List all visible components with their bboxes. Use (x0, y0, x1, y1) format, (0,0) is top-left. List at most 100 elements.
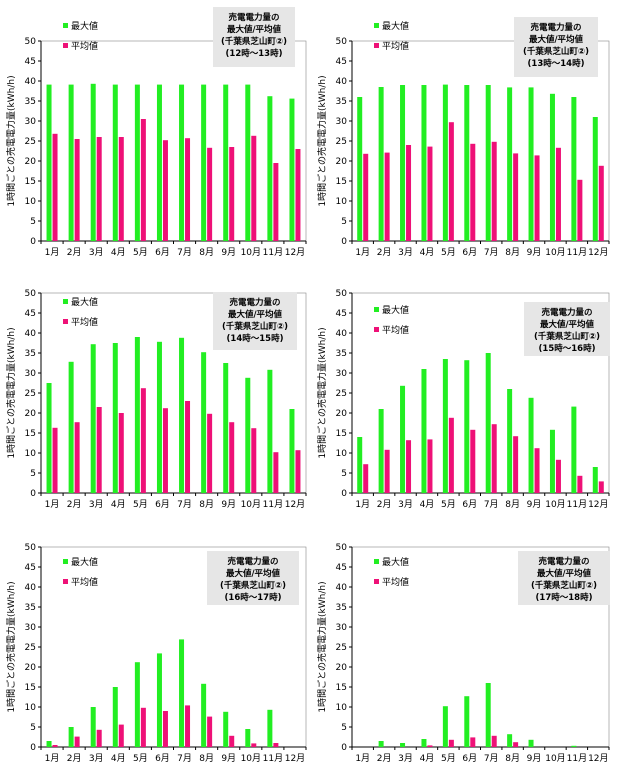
y-tick-label: 35 (336, 349, 347, 359)
legend-label-avg: 平均値 (71, 576, 98, 588)
y-tick-label: 5 (30, 723, 36, 733)
y-tick-label: 5 (341, 217, 347, 227)
bar-avg (229, 147, 235, 241)
legend-label-max: 最大値 (382, 20, 409, 32)
x-tick-label: 2月 (67, 753, 82, 764)
x-tick-label: 12月 (588, 753, 608, 764)
x-tick-label: 5月 (441, 753, 456, 764)
y-tick-label: 10 (336, 449, 348, 459)
bar-avg (251, 135, 257, 241)
y-tick-label: 5 (30, 217, 36, 227)
bar-avg (185, 138, 191, 241)
bar-max (90, 83, 96, 241)
bar-avg (598, 165, 604, 241)
chart-title-line: 最大値/平均値 (226, 568, 281, 579)
bar-max (528, 87, 534, 242)
y-tick-label: 10 (336, 703, 348, 713)
bar-max (134, 662, 140, 747)
legend-swatch-avg (63, 319, 68, 324)
bar-max (528, 739, 534, 747)
y-tick-label: 30 (336, 117, 348, 127)
y-tick-label: 30 (25, 117, 37, 127)
x-tick-label: 2月 (377, 499, 392, 510)
legend-label-avg: 平均値 (382, 40, 409, 52)
legend-swatch-max (63, 559, 68, 564)
x-tick-label: 5月 (133, 247, 148, 258)
bar-max (134, 337, 140, 493)
y-tick-label: 40 (25, 77, 37, 87)
y-tick-label: 20 (336, 409, 348, 419)
x-tick-label: 10月 (545, 247, 565, 258)
x-tick-label: 3月 (89, 753, 104, 764)
bar-max (156, 653, 162, 747)
x-tick-label: 12月 (588, 247, 608, 258)
legend-swatch-max (374, 23, 379, 28)
bar-max (442, 84, 448, 241)
chart-title-line: (14時～15時) (227, 333, 284, 344)
bar-max (549, 93, 555, 241)
bar-avg (513, 436, 519, 493)
x-tick-label: 2月 (377, 753, 392, 764)
y-tick-label: 10 (25, 197, 37, 207)
bar-avg (448, 739, 454, 747)
y-tick-label: 50 (336, 289, 348, 299)
bar-avg (140, 119, 146, 241)
bar-max (68, 727, 74, 747)
bar-max (421, 739, 427, 747)
bar-max (507, 734, 513, 747)
bar-avg (427, 439, 433, 493)
bar-avg (427, 745, 433, 747)
bar-max (400, 385, 406, 493)
x-tick-label: 8月 (199, 753, 214, 764)
chart-panel-6: 0 5 10 15 20 25 30 35 40 45 50 1時間ごとの売電電力量(kWh/h) 1月… (316, 543, 610, 764)
bar-avg (140, 707, 146, 747)
y-tick-label: 50 (25, 289, 37, 299)
y-tick-label: 45 (25, 563, 36, 573)
y-tick-label: 25 (25, 643, 36, 653)
legend-label-max: 最大値 (382, 556, 409, 568)
legend-swatch-max (63, 299, 68, 304)
chart-title-line: (千葉県芝山町②) (534, 331, 600, 342)
y-tick-label: 20 (336, 663, 348, 673)
x-tick-label: 12月 (588, 499, 608, 510)
legend-label-avg: 平均値 (71, 316, 98, 328)
x-tick-label: 10月 (241, 247, 261, 258)
x-tick-label: 3月 (89, 247, 104, 258)
bar-max (400, 85, 406, 241)
legend-label-avg: 平均値 (382, 324, 409, 336)
bar-max (464, 696, 470, 747)
x-tick-label: 8月 (199, 247, 214, 258)
bar-max (571, 745, 577, 747)
chart-title-line: (千葉県芝山町②) (222, 321, 288, 332)
legend-label-max: 最大値 (71, 20, 98, 32)
bar-max (245, 84, 251, 241)
x-tick-label: 10月 (545, 753, 565, 764)
bar-max (507, 87, 513, 242)
x-tick-label: 11月 (263, 499, 283, 510)
x-tick-label: 5月 (133, 499, 148, 510)
bar-avg (491, 735, 497, 747)
y-tick-label: 20 (25, 157, 37, 167)
x-tick-label: 8月 (505, 753, 520, 764)
legend-swatch-avg (374, 327, 379, 332)
chart-title-box (213, 7, 295, 67)
y-axis-label: 1時間ごとの売電電力量(kWh/h) (5, 581, 17, 712)
bar-max (68, 361, 74, 493)
x-tick-label: 11月 (567, 753, 587, 764)
bar-avg (251, 428, 257, 493)
bar-max (112, 84, 118, 241)
legend-swatch-avg (63, 43, 68, 48)
y-tick-label: 25 (25, 389, 36, 399)
x-tick-label: 7月 (177, 499, 192, 510)
chart-title-line: (千葉県芝山町②) (531, 580, 597, 591)
bar-max (357, 97, 363, 241)
bar-avg (406, 440, 412, 493)
bar-avg (273, 452, 279, 493)
y-tick-label: 20 (25, 663, 37, 673)
chart-panel-1: 0 5 10 15 20 25 30 35 40 45 50 1時間ごとの売電電力量(kWh/h) 1月… (5, 7, 307, 258)
chart-title-line: 最大値/平均値 (529, 34, 584, 45)
y-tick-label: 50 (25, 543, 37, 553)
